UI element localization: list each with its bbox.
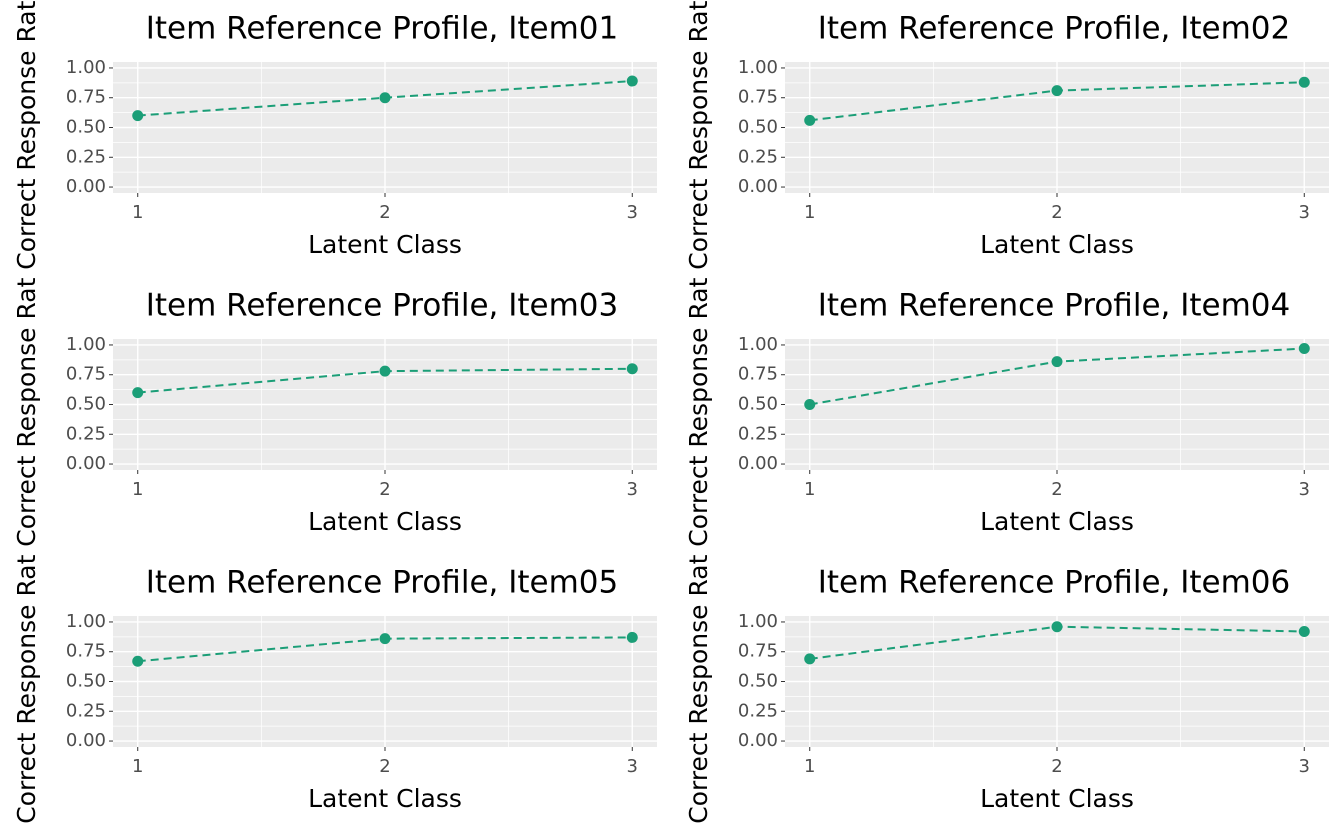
panel: 0.00 0.25 0.50 0.75 1.00 1 2 3 Item Reference Pr…	[12, 0, 657, 270]
x-tick-label: 3	[627, 202, 638, 223]
data-point	[1298, 625, 1310, 637]
x-tick-label: 2	[379, 479, 390, 500]
x-tick-label: 1	[804, 202, 815, 223]
y-tick-label: 0.00	[738, 730, 778, 751]
data-point	[804, 114, 816, 126]
y-tick-label: 0.00	[66, 453, 106, 474]
data-point	[132, 387, 144, 399]
data-point	[132, 110, 144, 122]
y-tick-label: 0.75	[66, 641, 106, 662]
x-tick-label: 2	[379, 202, 390, 223]
chart-title: Item Reference Profile, Item06	[818, 565, 1291, 601]
chart-title: Item Reference Profile, Item05	[146, 565, 619, 601]
x-tick-label: 1	[804, 479, 815, 500]
y-tick-label: 0.25	[738, 423, 778, 444]
y-tick-label: 0.50	[66, 394, 106, 415]
y-tick-label: 1.00	[738, 57, 778, 78]
x-tick-label: 1	[132, 479, 143, 500]
chart-title: Item Reference Profile, Item02	[818, 11, 1291, 47]
y-tick-label: 0.25	[738, 700, 778, 721]
data-point	[379, 365, 391, 377]
chart-title: Item Reference Profile, Item03	[146, 288, 619, 324]
panel: 0.00 0.25 0.50 0.75 1.00 1 2 3 Item Reference Pr…	[684, 539, 1329, 824]
panel: 0.00 0.25 0.50 0.75 1.00 1 2 3 Item Reference Pr…	[684, 0, 1329, 270]
y-tick-label: 0.75	[738, 641, 778, 662]
x-tick-label: 3	[1299, 756, 1310, 777]
x-tick-label: 1	[132, 756, 143, 777]
y-tick-label: 0.00	[66, 730, 106, 751]
x-axis-title: Latent Class	[980, 230, 1134, 259]
x-tick-label: 2	[379, 756, 390, 777]
data-point	[1298, 76, 1310, 88]
y-axis-title: Correct Response Rate	[684, 0, 713, 270]
y-tick-label: 1.00	[66, 334, 106, 355]
y-tick-label: 1.00	[738, 334, 778, 355]
y-tick-label: 0.75	[738, 364, 778, 385]
x-tick-label: 2	[1051, 756, 1062, 777]
data-point	[804, 399, 816, 410]
y-tick-label: 0.50	[66, 117, 106, 138]
data-point	[379, 633, 391, 645]
y-axis-title: Correct Response Rate	[684, 539, 713, 824]
panel: 0.00 0.25 0.50 0.75 1.00 1 2 3 Item Reference Pr…	[684, 262, 1329, 547]
x-tick-label: 3	[627, 479, 638, 500]
x-tick-label: 3	[627, 756, 638, 777]
x-tick-label: 1	[804, 756, 815, 777]
y-tick-label: 0.50	[738, 394, 778, 415]
x-tick-label: 1	[132, 202, 143, 223]
data-point	[1298, 343, 1310, 355]
data-point	[804, 653, 816, 665]
y-tick-label: 0.50	[66, 671, 106, 692]
x-axis-title: Latent Class	[980, 507, 1134, 536]
data-point	[1051, 621, 1063, 633]
chart-title: Item Reference Profile, Item04	[818, 288, 1291, 324]
x-tick-label: 2	[1051, 479, 1062, 500]
y-axis-title: Correct Response Rate	[684, 262, 713, 547]
y-tick-label: 1.00	[66, 57, 106, 78]
x-tick-label: 3	[1299, 202, 1310, 223]
panel: 0.00 0.25 0.50 0.75 1.00 1 2 3 Item Reference Pr…	[12, 262, 657, 547]
y-tick-label: 0.25	[66, 146, 106, 167]
y-tick-label: 0.50	[738, 671, 778, 692]
y-tick-label: 1.00	[738, 611, 778, 632]
y-tick-label: 0.25	[66, 423, 106, 444]
panel: 0.00 0.25 0.50 0.75 1.00 1 2 3 Item Reference Pr…	[12, 539, 657, 824]
y-tick-label: 0.25	[66, 700, 106, 721]
y-tick-label: 0.00	[738, 176, 778, 197]
data-point	[626, 363, 638, 375]
x-axis-title: Latent Class	[308, 784, 462, 813]
x-axis-title: Latent Class	[980, 784, 1134, 813]
data-point	[379, 92, 391, 104]
y-tick-label: 0.25	[738, 146, 778, 167]
data-point	[1051, 85, 1063, 97]
y-axis-title: Correct Response Rate	[12, 539, 41, 824]
data-point	[132, 655, 144, 667]
data-point	[626, 75, 638, 87]
chart-title: Item Reference Profile, Item01	[146, 11, 619, 47]
y-axis-title: Correct Response Rate	[12, 262, 41, 547]
y-axis-title: Correct Response Rate	[12, 0, 41, 270]
x-axis-title: Latent Class	[308, 230, 462, 259]
y-tick-label: 0.50	[738, 117, 778, 138]
y-tick-label: 0.00	[66, 176, 106, 197]
y-tick-label: 0.75	[66, 364, 106, 385]
y-tick-label: 1.00	[66, 611, 106, 632]
y-tick-label: 0.00	[738, 453, 778, 474]
data-point	[626, 631, 638, 643]
data-point	[1051, 356, 1063, 368]
y-tick-label: 0.75	[738, 87, 778, 108]
x-tick-label: 2	[1051, 202, 1062, 223]
x-tick-label: 3	[1299, 479, 1310, 500]
x-axis-title: Latent Class	[308, 507, 462, 536]
y-tick-label: 0.75	[66, 87, 106, 108]
